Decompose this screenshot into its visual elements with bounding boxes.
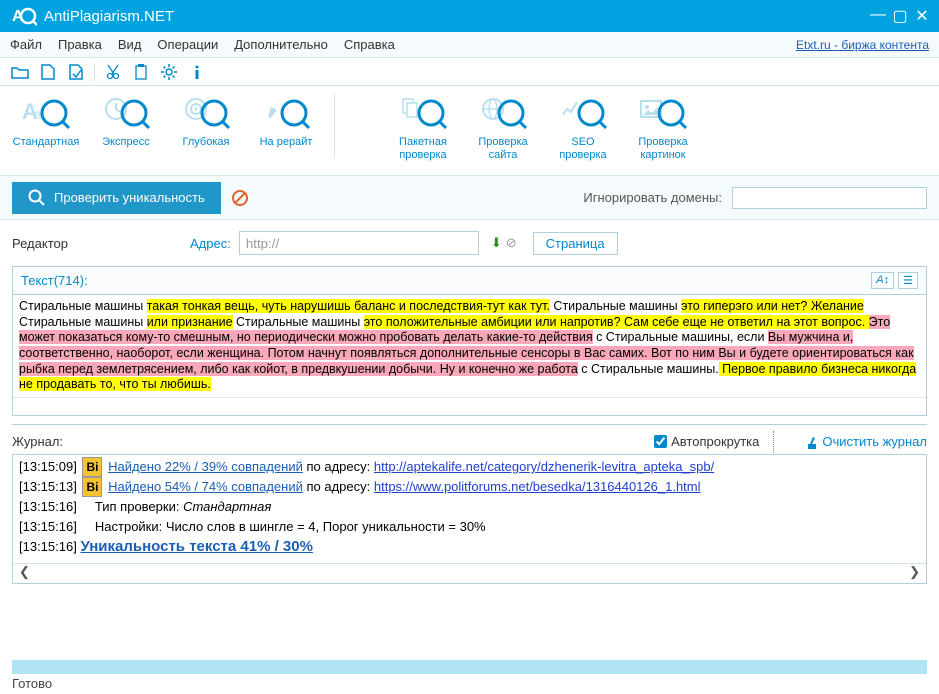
list-icon[interactable]: ☰ <box>898 272 918 289</box>
target-magnify-icon <box>182 94 230 134</box>
autoscroll-label: Автопрокрутка <box>671 434 759 449</box>
mode-rewrite[interactable]: На рерайт <box>250 94 322 149</box>
clock-magnify-icon <box>102 94 150 134</box>
mode-deep-label: Глубокая <box>183 136 230 149</box>
mode-seo[interactable]: SEO проверка <box>547 94 619 162</box>
etxt-link[interactable]: Etxt.ru - биржа контента <box>796 38 929 52</box>
menu-help[interactable]: Справка <box>344 37 395 52</box>
clear-journal-button[interactable]: Очистить журнал <box>804 434 927 449</box>
menu-operations[interactable]: Операции <box>157 37 218 52</box>
clear-journal-label: Очистить журнал <box>822 434 927 449</box>
mode-seo-label: SEO проверка <box>559 136 606 162</box>
mode-express[interactable]: Экспресс <box>90 94 162 149</box>
address-label: Адрес: <box>190 236 231 251</box>
progress-bar <box>12 660 927 674</box>
mode-standard-label: Стандартная <box>13 136 80 149</box>
autoscroll-checkbox[interactable]: Автопрокрутка <box>654 434 759 449</box>
minimize-button[interactable]: — <box>869 6 887 26</box>
journal-content[interactable]: [13:15:09] Bi Найдено 22% / 39% совпаден… <box>13 455 926 563</box>
download-icon[interactable]: ⬇ <box>491 235 502 251</box>
mode-image-label: Проверка картинок <box>638 136 687 162</box>
window-title: AntiPlagiarism.NET <box>44 8 174 25</box>
status-text: Готово <box>0 676 939 691</box>
paste-icon[interactable] <box>131 62 151 82</box>
scroll-right-icon[interactable]: ❯ <box>909 564 920 580</box>
aa-magnify-icon: Aa <box>22 94 70 134</box>
mode-batch-label: Пакетная проверка <box>399 136 447 162</box>
text-count-label: Текст(714): <box>21 273 88 288</box>
new-icon[interactable] <box>38 62 58 82</box>
editor-label: Редактор <box>12 236 92 251</box>
maximize-button[interactable]: ▢ <box>891 6 909 26</box>
cut-icon[interactable] <box>103 62 123 82</box>
menu-edit[interactable]: Правка <box>58 37 102 52</box>
scroll-left-icon[interactable]: ❮ <box>19 564 30 580</box>
save-icon[interactable] <box>66 62 86 82</box>
settings-icon[interactable] <box>159 62 179 82</box>
menu-extra[interactable]: Дополнительно <box>234 37 328 52</box>
check-button-label: Проверить уникальность <box>54 190 205 205</box>
seo-magnify-icon <box>559 94 607 134</box>
magnify-icon <box>28 189 46 207</box>
editor-section: Редактор Адрес: ⬇ ⊘ Страница Текст(714):… <box>0 220 939 584</box>
text-panel: Текст(714): A↕ ☰ Стиральные машины такая… <box>12 266 927 416</box>
horizontal-scrollbar[interactable]: ❮ ❯ <box>13 563 926 581</box>
check-uniqueness-button[interactable]: Проверить уникальность <box>12 182 221 214</box>
cancel-icon[interactable] <box>231 189 249 207</box>
app-logo-icon: A <box>8 0 40 32</box>
mode-site[interactable]: Проверка сайта <box>467 94 539 162</box>
block-icon[interactable]: ⊘ <box>506 235 517 251</box>
text-content[interactable]: Стиральные машины такая тонкая вещь, чут… <box>13 295 926 397</box>
journal-label: Журнал: <box>12 434 63 449</box>
close-button[interactable]: ✕ <box>913 6 931 26</box>
menu-file[interactable]: Файл <box>10 37 42 52</box>
autoscroll-input[interactable] <box>654 435 667 448</box>
pen-magnify-icon <box>262 94 310 134</box>
open-icon[interactable] <box>10 62 30 82</box>
format-icon[interactable]: A↕ <box>871 272 894 289</box>
menubar: Файл Правка Вид Операции Дополнительно С… <box>0 32 939 58</box>
ignore-domains-label: Игнорировать домены: <box>583 190 722 205</box>
globe-magnify-icon <box>479 94 527 134</box>
journal-header: Журнал: Автопрокрутка Очистить журнал <box>12 424 927 454</box>
brush-icon <box>804 435 818 449</box>
mode-rewrite-label: На рерайт <box>260 136 313 149</box>
mode-deep[interactable]: Глубокая <box>170 94 242 149</box>
mode-express-label: Экспресс <box>102 136 150 149</box>
icon-toolbar <box>0 58 939 86</box>
titlebar: A AntiPlagiarism.NET — ▢ ✕ <box>0 0 939 32</box>
mode-image[interactable]: Проверка картинок <box>627 94 699 162</box>
menu-view[interactable]: Вид <box>118 37 142 52</box>
page-tab[interactable]: Страница <box>533 232 618 255</box>
mode-site-label: Проверка сайта <box>478 136 527 162</box>
journal-panel: [13:15:09] Bi Найдено 22% / 39% совпаден… <box>12 454 927 584</box>
image-magnify-icon <box>639 94 687 134</box>
info-icon[interactable] <box>187 62 207 82</box>
mode-batch[interactable]: Пакетная проверка <box>387 94 459 162</box>
action-row: Проверить уникальность Игнорировать доме… <box>0 176 939 220</box>
ignore-domains-input[interactable] <box>732 187 927 209</box>
statusbar: Готово <box>0 656 939 694</box>
address-input[interactable] <box>239 231 479 255</box>
check-mode-toolbar: Aa Стандартная Экспресс Глубокая На рера… <box>0 86 939 176</box>
docs-magnify-icon <box>399 94 447 134</box>
mode-standard[interactable]: Aa Стандартная <box>10 94 82 149</box>
